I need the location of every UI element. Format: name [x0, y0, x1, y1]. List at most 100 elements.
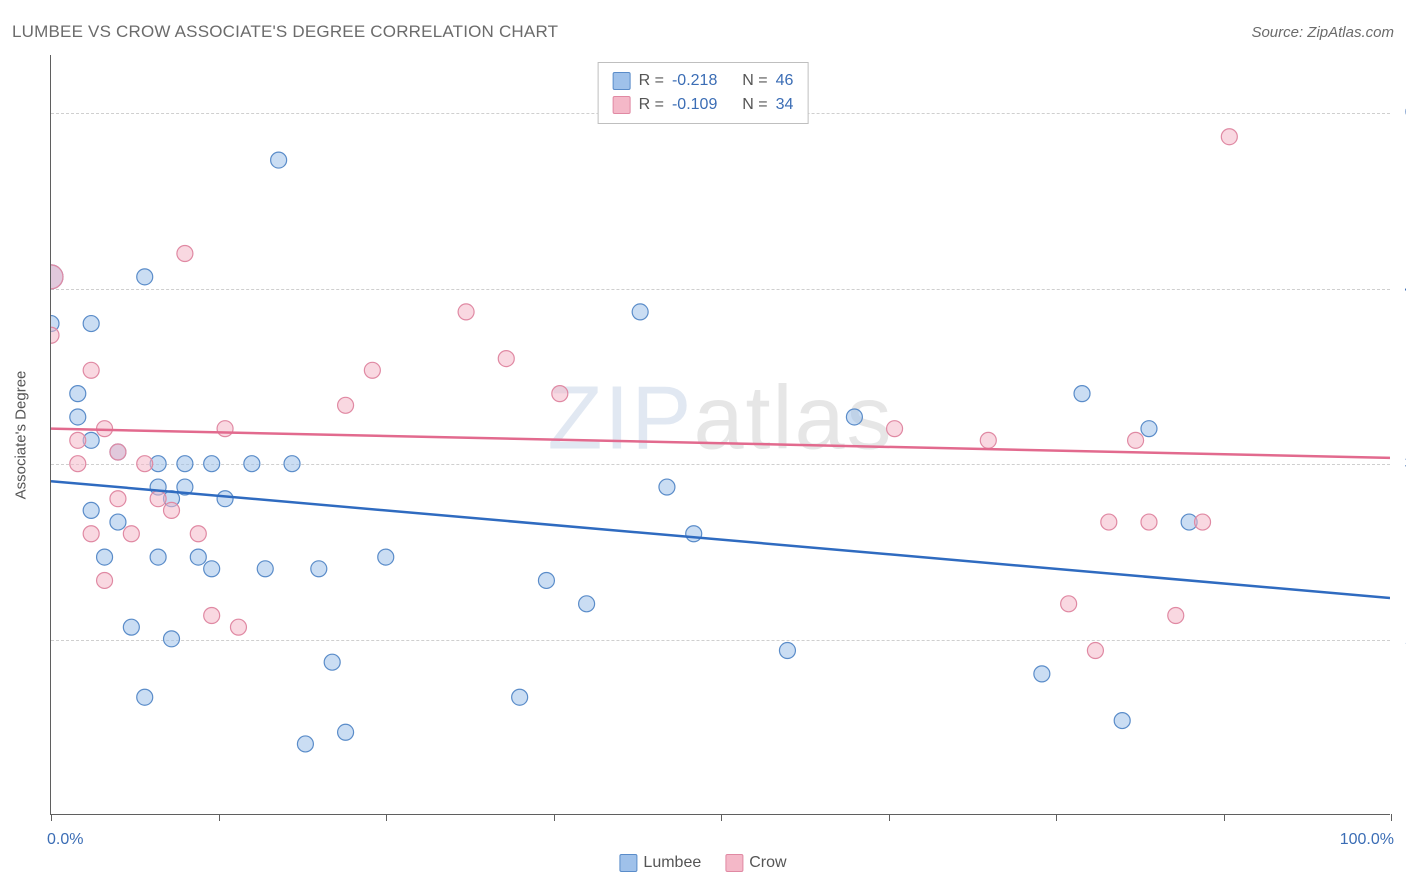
data-point	[150, 491, 166, 507]
data-point	[83, 316, 99, 332]
chart-title: LUMBEE VS CROW ASSOCIATE'S DEGREE CORREL…	[12, 22, 558, 42]
data-point	[552, 386, 568, 402]
data-point	[311, 561, 327, 577]
data-point	[1221, 129, 1237, 145]
data-point	[177, 246, 193, 262]
data-point	[70, 432, 86, 448]
lumbee-label: Lumbee	[643, 854, 701, 871]
ytick-label: 15.0%	[1395, 631, 1406, 649]
data-point	[217, 421, 233, 437]
xtick	[1056, 814, 1057, 821]
data-point	[659, 479, 675, 495]
x-max-label: 100.0%	[1340, 831, 1394, 849]
xtick	[1391, 814, 1392, 821]
data-point	[887, 421, 903, 437]
data-point	[123, 526, 139, 542]
data-point	[686, 526, 702, 542]
data-point	[1061, 596, 1077, 612]
data-point	[51, 265, 63, 289]
xtick	[1224, 814, 1225, 821]
data-point	[110, 491, 126, 507]
xtick	[721, 814, 722, 821]
xtick	[386, 814, 387, 821]
data-point	[271, 152, 287, 168]
title-bar: LUMBEE VS CROW ASSOCIATE'S DEGREE CORREL…	[12, 22, 1394, 42]
data-point	[1074, 386, 1090, 402]
data-point	[257, 561, 273, 577]
data-point	[1195, 514, 1211, 530]
yaxis-title: Associate's Degree	[13, 370, 30, 499]
r-label: R =	[639, 93, 664, 117]
data-point	[632, 304, 648, 320]
data-point	[324, 654, 340, 670]
data-point	[83, 362, 99, 378]
crow-r-value: -0.109	[672, 93, 717, 117]
xtick	[51, 814, 52, 821]
n-label: N =	[742, 93, 767, 117]
data-point	[1087, 643, 1103, 659]
data-point	[779, 643, 795, 659]
data-point	[123, 619, 139, 635]
xtick	[889, 814, 890, 821]
data-point	[1168, 608, 1184, 624]
data-point	[1114, 713, 1130, 729]
legend-item-lumbee: Lumbee	[619, 854, 701, 872]
data-point	[83, 502, 99, 518]
ytick-label: 30.0%	[1395, 455, 1406, 473]
data-point	[980, 432, 996, 448]
data-point	[204, 456, 220, 472]
legend-row-lumbee: R = -0.218 N = 46	[613, 69, 794, 93]
data-point	[137, 689, 153, 705]
regression-line	[51, 429, 1390, 458]
lumbee-swatch	[613, 72, 631, 90]
data-point	[364, 362, 380, 378]
data-point	[579, 596, 595, 612]
data-point	[70, 456, 86, 472]
data-point	[512, 689, 528, 705]
data-point	[150, 549, 166, 565]
data-point	[1128, 432, 1144, 448]
data-point	[110, 514, 126, 530]
r-label: R =	[639, 69, 664, 93]
data-point	[846, 409, 862, 425]
data-point	[230, 619, 246, 635]
data-point	[51, 327, 59, 343]
data-point	[217, 491, 233, 507]
data-point	[284, 456, 300, 472]
ytick-label: 45.0%	[1395, 280, 1406, 298]
data-point	[244, 456, 260, 472]
lumbee-swatch-icon	[619, 854, 637, 872]
crow-n-value: 34	[776, 93, 794, 117]
correlation-legend: R = -0.218 N = 46 R = -0.109 N = 34	[598, 62, 809, 124]
data-point	[137, 456, 153, 472]
data-point	[204, 561, 220, 577]
data-point	[190, 549, 206, 565]
xtick	[219, 814, 220, 821]
data-point	[164, 631, 180, 647]
lumbee-n-value: 46	[776, 69, 794, 93]
data-point	[137, 269, 153, 285]
crow-label: Crow	[749, 854, 786, 871]
crow-swatch-icon	[725, 854, 743, 872]
data-point	[1034, 666, 1050, 682]
data-point	[83, 526, 99, 542]
data-point	[190, 526, 206, 542]
data-point	[498, 351, 514, 367]
plot-area: Associate's Degree 15.0%30.0%45.0%60.0% …	[50, 55, 1390, 815]
chart-container: LUMBEE VS CROW ASSOCIATE'S DEGREE CORREL…	[0, 0, 1406, 892]
data-point	[97, 572, 113, 588]
regression-line	[51, 481, 1390, 598]
data-point	[110, 444, 126, 460]
data-point	[204, 608, 220, 624]
data-point	[538, 572, 554, 588]
n-label: N =	[742, 69, 767, 93]
data-point	[70, 409, 86, 425]
data-point	[164, 502, 180, 518]
lumbee-r-value: -0.218	[672, 69, 717, 93]
data-point	[1141, 421, 1157, 437]
series-legend: Lumbee Crow	[619, 854, 786, 872]
data-point	[297, 736, 313, 752]
data-point	[458, 304, 474, 320]
scatter-svg	[51, 55, 1390, 814]
crow-swatch	[613, 96, 631, 114]
